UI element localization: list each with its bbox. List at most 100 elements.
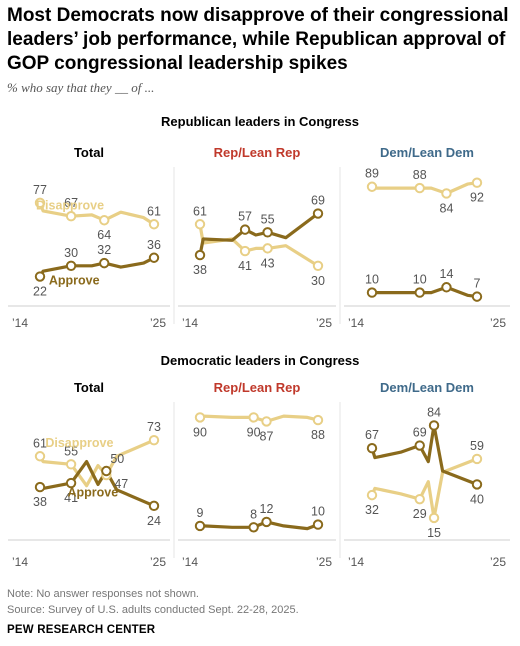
series-line-approve	[38, 256, 156, 279]
data-label: 41	[238, 259, 252, 273]
data-point-disapprove	[65, 211, 77, 222]
data-label: 84	[440, 201, 454, 215]
data-point-approve	[414, 287, 425, 298]
data-label: 41	[64, 491, 78, 505]
data-label: 61	[193, 204, 207, 218]
section-title: Democratic leaders in Congress	[161, 353, 360, 368]
panel-1: Total ’14 ’25 61 55 47 73 38 41 50 24 Disapprove App…	[8, 380, 175, 569]
data-label: 55	[64, 444, 78, 458]
panel-title: Rep/Lean Rep	[214, 380, 301, 395]
data-point-disapprove	[312, 414, 324, 426]
data-label: 50	[110, 452, 124, 466]
data-point-approve	[148, 500, 160, 512]
data-label: 77	[33, 183, 47, 197]
data-label: 12	[260, 502, 274, 516]
data-label: 88	[311, 428, 325, 442]
series-line-disapprove	[38, 201, 156, 226]
x-tick-label: ’14	[348, 555, 364, 569]
data-label: 57	[238, 210, 252, 224]
data-point-approve	[261, 516, 272, 528]
x-tick-label: ’14	[12, 555, 28, 569]
panel-2: Rep/Lean Rep ’14 ’25 61 41 43 30 38 57 55 69	[178, 145, 341, 330]
data-label: 90	[193, 425, 207, 439]
data-label: 87	[260, 429, 274, 443]
series-line-disapprove	[370, 181, 479, 195]
x-tick-label: ’25	[490, 555, 506, 569]
data-point-disapprove	[34, 197, 46, 209]
data-point-approve	[312, 519, 324, 530]
data-point-disapprove	[471, 453, 483, 465]
source-text: Source: Survey of U.S. adults conducted …	[7, 604, 299, 616]
section-title: Republican leaders in Congress	[161, 114, 359, 129]
panel-3: Dem/Lean Dem ’14 ’25 89 88 84 92 10 10 14 7	[344, 145, 510, 330]
data-label: 69	[413, 426, 427, 440]
data-point-disapprove	[194, 219, 206, 230]
data-label: 55	[261, 212, 275, 226]
data-label: 32	[97, 243, 111, 257]
data-point-approve	[34, 271, 46, 282]
data-point-disapprove	[65, 459, 77, 470]
data-label: 36	[147, 238, 161, 252]
x-tick-label: ’14	[348, 316, 364, 330]
data-label: 14	[440, 267, 454, 281]
data-label: 61	[33, 436, 47, 450]
data-point-disapprove	[312, 260, 324, 271]
panel-title: Dem/Lean Dem	[380, 380, 474, 395]
data-label: 73	[147, 420, 161, 434]
x-tick-label: ’25	[490, 316, 506, 330]
data-point-approve	[471, 479, 483, 490]
series-line-approve	[370, 423, 479, 486]
series-label-disapprove: Disapprove	[45, 436, 113, 450]
data-point-disapprove	[148, 434, 160, 446]
x-tick-label: ’14	[182, 316, 198, 330]
x-tick-label: ’25	[150, 316, 166, 330]
series-line-approve	[198, 520, 320, 531]
panel-title: Rep/Lean Rep	[214, 145, 301, 160]
data-label: 59	[470, 439, 484, 453]
panel-title: Dem/Lean Dem	[380, 145, 474, 160]
x-tick-label: ’14	[182, 555, 198, 569]
data-point-approve	[262, 227, 273, 238]
data-label: 15	[427, 526, 441, 540]
data-point-approve	[428, 420, 440, 431]
data-point-approve	[248, 522, 259, 533]
chart-subtitle: % who say that they __ of ...	[7, 80, 155, 95]
series-line-approve	[198, 211, 320, 257]
data-point-approve	[34, 481, 46, 493]
data-point-approve	[65, 477, 77, 489]
data-point-disapprove	[34, 451, 46, 462]
data-label: 22	[33, 285, 47, 299]
series-line-approve	[370, 285, 479, 299]
data-point-approve	[366, 443, 378, 454]
series-label-approve: Approve	[68, 485, 119, 499]
data-label: 40	[470, 492, 484, 506]
panel-1: Total ’14 ’25 77 67 64 61 22 30 32 36 Disapprove App…	[8, 145, 175, 330]
data-label: 10	[413, 273, 427, 287]
data-label: 92	[470, 191, 484, 205]
note-text: Note: No answer responses not shown.	[7, 588, 199, 600]
x-tick-label: ’14	[12, 316, 28, 330]
data-point-approve	[366, 287, 378, 298]
data-label: 32	[365, 503, 379, 517]
data-label: 67	[365, 428, 379, 442]
data-label: 89	[365, 167, 379, 181]
data-label: 43	[261, 256, 275, 270]
data-point-approve	[194, 249, 206, 261]
data-point-approve	[239, 224, 251, 235]
data-label: 24	[147, 514, 161, 528]
x-tick-label: ’25	[150, 555, 166, 569]
series-label-approve: Approve	[49, 274, 100, 288]
x-tick-label: ’25	[316, 555, 332, 569]
data-label: 10	[311, 505, 325, 519]
data-point-disapprove	[148, 219, 160, 230]
data-point-approve	[148, 252, 160, 263]
data-point-disapprove	[441, 188, 452, 199]
data-point-disapprove	[471, 177, 483, 188]
data-point-approve	[194, 520, 206, 532]
panel-title: Total	[74, 380, 104, 395]
data-label: 38	[33, 495, 47, 509]
data-point-disapprove	[261, 416, 272, 427]
data-point-disapprove	[194, 412, 206, 423]
